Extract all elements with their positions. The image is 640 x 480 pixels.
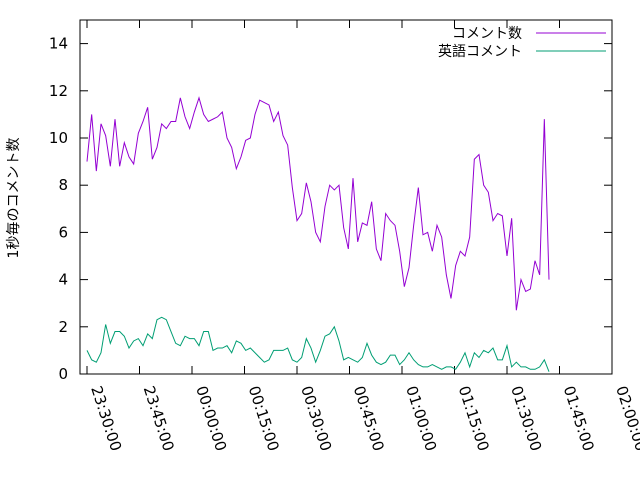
plot-frame (79, 19, 613, 375)
y-tick-label: 14 (49, 35, 68, 53)
series-lines (86, 96, 550, 372)
y-tick-label: 10 (49, 129, 68, 147)
legend-label-0: コメント数 (452, 26, 522, 42)
x-tick-label: 02:00:00 (612, 384, 640, 454)
x-tick-label: 01:15:00 (455, 384, 493, 454)
x-tick-label: 01:45:00 (560, 384, 598, 454)
y-tick-label: 4 (58, 271, 68, 289)
y-tick-label: 6 (58, 223, 68, 241)
y-tick-label: 12 (49, 82, 68, 100)
axes (79, 19, 613, 375)
x-tick-label: 23:45:00 (140, 384, 178, 454)
x-tick-label: 01:30:00 (507, 384, 545, 454)
x-tick-label: 00:00:00 (192, 384, 230, 454)
y-tick-label: 8 (58, 176, 68, 194)
x-tick-label: 00:30:00 (297, 384, 335, 454)
series-line-0 (86, 96, 550, 311)
legend-label-1: 英語コメント (438, 43, 522, 60)
x-tick-label: 23:30:00 (87, 384, 125, 454)
ticks: 0 2 4 6 8 10 12 14 23:30:00 23:45:00 00:00:00 00:15… (49, 20, 640, 453)
series-line-1 (86, 316, 550, 372)
y-tick-label: 0 (58, 365, 68, 383)
x-tick-label: 01:00:00 (402, 384, 440, 454)
x-tick-label: 00:15:00 (245, 384, 283, 454)
x-tick-label: 00:45:00 (350, 384, 388, 454)
y-tick-label: 2 (58, 318, 68, 336)
y-axis-label: 1秒毎のコメント数 (6, 138, 22, 259)
